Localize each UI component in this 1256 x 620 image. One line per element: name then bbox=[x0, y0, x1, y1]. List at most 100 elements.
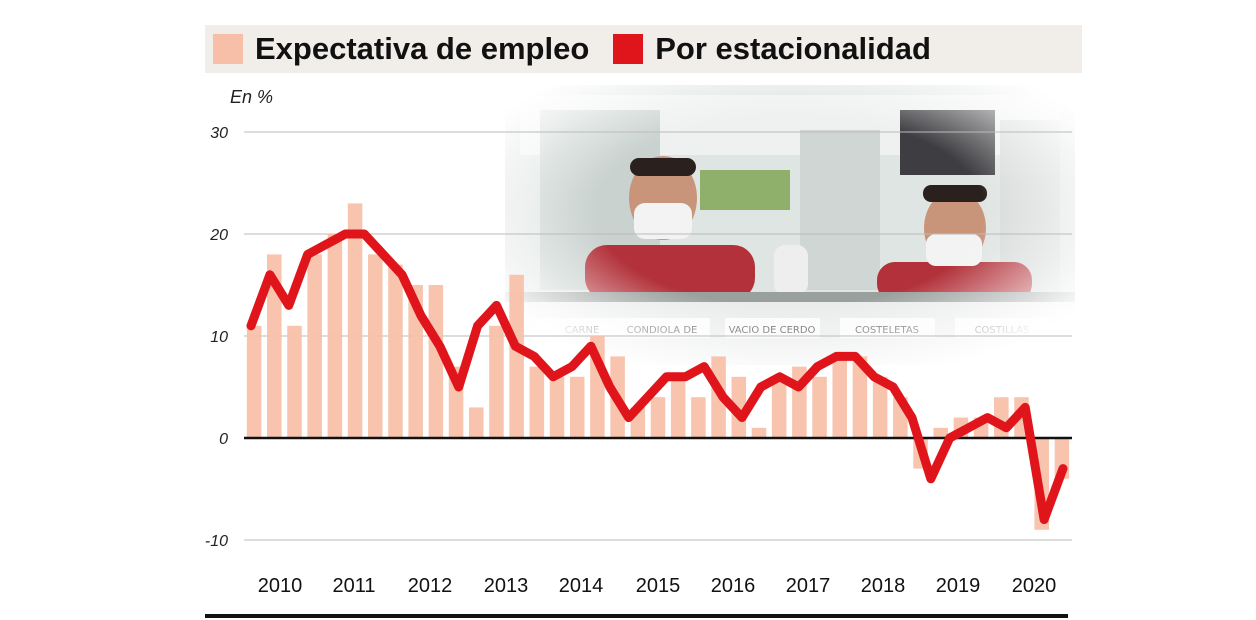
bar bbox=[569, 376, 585, 438]
line-point bbox=[439, 345, 441, 347]
shop-label-text: COSTELETAS bbox=[855, 325, 919, 336]
line-point bbox=[250, 325, 252, 327]
bar bbox=[307, 254, 322, 438]
shop-label-card bbox=[955, 318, 1050, 338]
line-point bbox=[647, 396, 649, 398]
line-point bbox=[835, 355, 837, 357]
y-tick-label: 30 bbox=[210, 125, 228, 142]
legend-swatch-estacionalidad bbox=[613, 34, 644, 64]
bar bbox=[468, 407, 484, 438]
bar bbox=[832, 356, 848, 438]
bar bbox=[246, 325, 262, 438]
line-point bbox=[326, 243, 328, 245]
bar bbox=[812, 376, 827, 438]
line-point bbox=[760, 386, 762, 388]
shop-label-card bbox=[840, 318, 935, 338]
line-point bbox=[854, 355, 856, 357]
y-tick-label: -10 bbox=[205, 533, 228, 550]
x-tick-label: 2016 bbox=[711, 575, 756, 597]
line-point bbox=[477, 325, 479, 327]
y-tick-label: 20 bbox=[209, 227, 228, 244]
shop-label-text: CARNE bbox=[565, 325, 600, 336]
x-tick-label: 2013 bbox=[484, 575, 529, 597]
bar bbox=[367, 254, 383, 438]
shop-label-card bbox=[615, 318, 710, 338]
line-point bbox=[779, 376, 781, 378]
line-point bbox=[741, 417, 743, 419]
y-tick-label: 0 bbox=[219, 431, 228, 448]
line-point bbox=[873, 376, 875, 378]
shop-label-text: CONDIOLA DE bbox=[627, 325, 698, 336]
bar bbox=[287, 325, 302, 438]
bottom-rule bbox=[205, 614, 1068, 618]
x-tick-label: 2012 bbox=[408, 575, 453, 597]
shop-label-card bbox=[535, 318, 630, 338]
line-point bbox=[401, 274, 403, 276]
line-point bbox=[722, 396, 724, 398]
line-point bbox=[307, 253, 309, 255]
legend-swatch-expectativa bbox=[213, 34, 243, 64]
line-point bbox=[571, 366, 573, 368]
shop-label-card bbox=[725, 318, 820, 338]
bar bbox=[509, 274, 524, 438]
bar bbox=[267, 254, 282, 438]
bar bbox=[872, 376, 888, 438]
bar bbox=[650, 397, 666, 438]
line-point bbox=[609, 386, 611, 388]
bar bbox=[347, 203, 363, 438]
line-point bbox=[288, 304, 290, 306]
bar bbox=[327, 234, 343, 438]
line-point bbox=[533, 355, 535, 357]
line-point bbox=[892, 386, 894, 388]
line-point bbox=[949, 437, 951, 439]
line-point bbox=[628, 417, 630, 419]
line-point bbox=[911, 417, 913, 419]
line-point bbox=[269, 274, 271, 276]
bar bbox=[933, 427, 949, 438]
line-point bbox=[363, 233, 365, 235]
shop-label-text: COSTILLAS bbox=[975, 325, 1030, 336]
legend-label-estacionalidad: Por estacionalidad bbox=[655, 31, 931, 66]
bar bbox=[388, 264, 403, 438]
x-tick-label: 2010 bbox=[258, 575, 303, 597]
bar bbox=[771, 376, 787, 438]
x-tick-label: 2019 bbox=[936, 575, 981, 597]
bar bbox=[670, 376, 686, 438]
y-tick-label: 10 bbox=[210, 329, 228, 346]
bar bbox=[428, 285, 444, 438]
bar bbox=[489, 325, 504, 438]
x-tick-label: 2011 bbox=[332, 575, 375, 597]
x-tick-label: 2015 bbox=[636, 575, 681, 597]
line-point bbox=[382, 253, 384, 255]
unit-label: En % bbox=[230, 87, 274, 107]
line-point bbox=[986, 417, 988, 419]
line-point bbox=[344, 233, 346, 235]
bar bbox=[852, 356, 868, 438]
line-point bbox=[1043, 519, 1045, 521]
line-point bbox=[590, 345, 592, 347]
line-point bbox=[1024, 406, 1026, 408]
bar bbox=[549, 376, 565, 438]
shop-label-text: VACIO DE CERDO bbox=[729, 325, 816, 336]
bar bbox=[691, 397, 706, 438]
bar bbox=[731, 376, 747, 438]
x-tick-label: 2014 bbox=[559, 575, 604, 597]
line-point bbox=[665, 376, 667, 378]
x-tick-label: 2020 bbox=[1012, 575, 1057, 597]
line-point bbox=[798, 386, 800, 388]
bar bbox=[408, 285, 423, 438]
line-point bbox=[703, 366, 705, 368]
line-point bbox=[1005, 427, 1007, 429]
line-point bbox=[684, 376, 686, 378]
x-tick-label: 2018 bbox=[861, 575, 906, 597]
series-line-estacionalidad bbox=[246, 229, 1068, 525]
line-point bbox=[514, 345, 516, 347]
line-point bbox=[968, 427, 970, 429]
line-point bbox=[420, 315, 422, 317]
line-point bbox=[1062, 468, 1064, 470]
line-point bbox=[817, 366, 819, 368]
line-point bbox=[552, 376, 554, 378]
bar bbox=[751, 427, 767, 438]
line-point bbox=[495, 304, 497, 306]
